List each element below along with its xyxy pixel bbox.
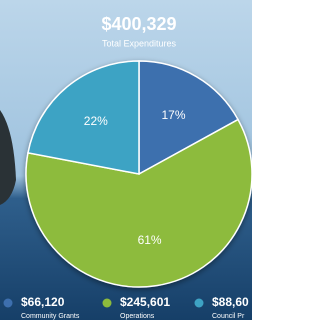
legend-amount: $245,601 — [120, 295, 170, 309]
legend-dot — [195, 299, 204, 308]
legend-amount: $66,120 — [21, 295, 65, 309]
slice-label: 22% — [84, 114, 108, 128]
legend-label: Operations — [120, 313, 155, 320]
legend-dot — [4, 299, 13, 308]
chart: $400,329 Total Expenditures 17% 61% 22% $66… — [0, 0, 252, 320]
pie — [26, 61, 252, 287]
slice-label: 17% — [161, 108, 185, 122]
legend-dot — [103, 299, 112, 308]
chart-title: $400,329 — [101, 14, 176, 34]
legend-label: Community Grants — [21, 313, 80, 320]
chart-subtitle: Total Expenditures — [102, 38, 177, 48]
legend-amount: $88,60 — [212, 295, 249, 309]
legend-label: Council Pr — [212, 313, 245, 320]
slice-label: 61% — [138, 233, 162, 247]
